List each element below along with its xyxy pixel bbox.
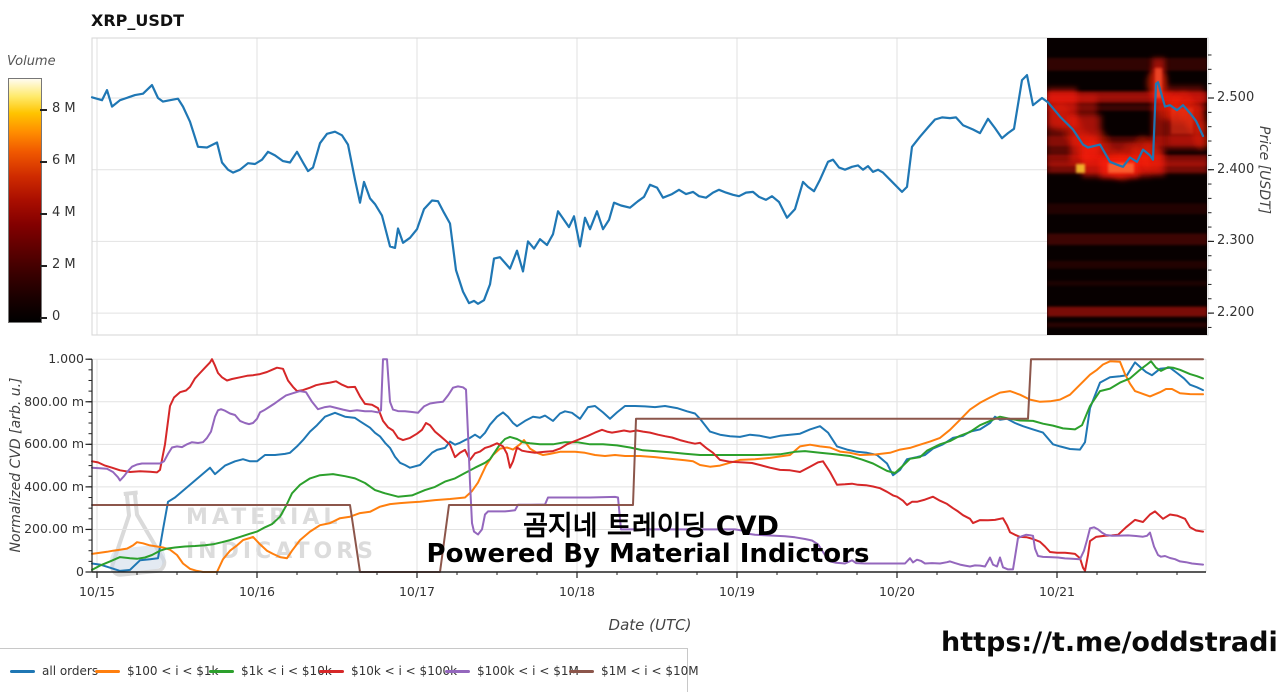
legend-item-2: $100 < i < $1k bbox=[95, 661, 218, 681]
korean-overlay-caption: 곰지네 트레이딩 CVD bbox=[523, 511, 779, 542]
colorbar-tick-label: 8 M bbox=[52, 101, 76, 116]
legend-swatch bbox=[95, 669, 120, 673]
price-tick-label: 2.400 bbox=[1217, 161, 1255, 177]
cvd-tick-label: 200.00 m bbox=[24, 521, 84, 537]
colorbar-tick bbox=[40, 213, 47, 215]
legend-swatch bbox=[445, 669, 470, 673]
legend-item-4: $10k < i < $100k bbox=[319, 661, 457, 681]
legend-label: $100 < i < $1k bbox=[127, 664, 219, 678]
legend-label: $1k < i < $10k bbox=[241, 664, 332, 678]
legend-label: all orders bbox=[42, 664, 99, 678]
date-tick-label: 10/18 bbox=[558, 584, 596, 599]
colorbar-tick bbox=[40, 161, 47, 163]
date-tick-label: 10/17 bbox=[398, 584, 436, 599]
cvd-tick-label: 0 bbox=[76, 564, 84, 579]
legend-swatch bbox=[209, 669, 234, 673]
legend: all orders $100 < i < $1k $1k < i < $10k $1… bbox=[0, 648, 699, 692]
date-tick-label: 10/16 bbox=[238, 584, 276, 599]
cvd-tick-label: 600.00 m bbox=[24, 436, 84, 452]
date-axis-label: Date (UTC) bbox=[608, 616, 692, 634]
volume-colorbar bbox=[8, 78, 42, 323]
colorbar-tick-label: 0 bbox=[52, 309, 61, 324]
legend-item-3: $1k < i < $10k bbox=[209, 661, 332, 681]
cvd-tick-label: 1.000 bbox=[48, 351, 84, 367]
legend-item-5: $100k < i < $1M bbox=[445, 661, 579, 681]
date-tick-label: 10/20 bbox=[878, 584, 916, 599]
legend-swatch bbox=[10, 669, 35, 673]
colorbar-tick bbox=[40, 317, 47, 319]
legend-item-1: all orders bbox=[10, 661, 98, 681]
page-title: XRP_USDT bbox=[91, 11, 185, 30]
legend-swatch bbox=[569, 669, 594, 673]
price-tick-label: 2.200 bbox=[1217, 305, 1255, 321]
legend-swatch bbox=[319, 669, 344, 673]
legend-label: $10k < i < $100k bbox=[351, 664, 458, 678]
date-tick-label: 10/21 bbox=[1038, 584, 1076, 599]
colorbar-tick-label: 6 M bbox=[52, 153, 76, 168]
price-tick-label: 2.300 bbox=[1217, 233, 1255, 249]
cvd-tick-label: 800.00 m bbox=[24, 393, 84, 409]
colorbar-tick-label: 2 M bbox=[52, 257, 76, 272]
colorbar-tick-label: 4 M bbox=[52, 205, 76, 220]
colorbar-tick bbox=[40, 109, 47, 111]
cvd-tick-label: 400.00 m bbox=[24, 478, 84, 494]
price-tick-label: 2.500 bbox=[1217, 90, 1255, 105]
legend-item-6: $1M < i < $10M bbox=[569, 661, 699, 681]
watermark-line1: MATERIAL bbox=[186, 505, 342, 530]
legend-label: $1M < i < $10M bbox=[601, 664, 699, 678]
date-tick-label: 10/15 bbox=[78, 584, 116, 599]
powered-by-caption: Powered By Material Indictors bbox=[426, 539, 870, 569]
telegram-url: https://t.me/oddstrading2 bbox=[941, 627, 1280, 658]
colorbar-tick bbox=[40, 265, 47, 267]
price-axis-label: Price [USDT] bbox=[1256, 125, 1272, 215]
legend-label: $100k < i < $1M bbox=[477, 664, 579, 678]
date-tick-label: 10/19 bbox=[718, 584, 756, 599]
volume-colorbar-label: Volume bbox=[7, 54, 56, 69]
